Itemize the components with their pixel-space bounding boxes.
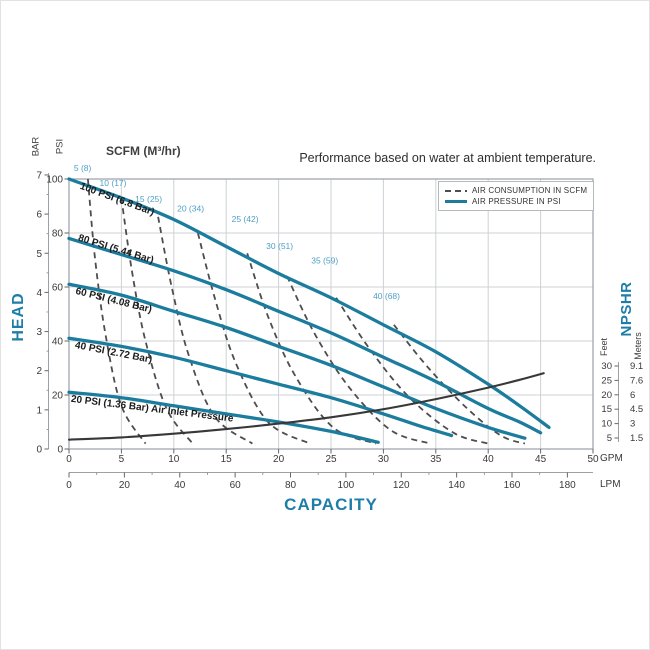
gpm-tick-label: 35: [430, 454, 442, 465]
pressure-curve-100: [67, 177, 551, 430]
solid-line-icon: [445, 200, 467, 203]
bar-tick-label: 3: [36, 327, 42, 338]
consumption-curve-label: 20 (34): [177, 203, 204, 213]
consumption-curve-label: 5 (8): [74, 163, 92, 173]
bar-unit-label: BAR: [30, 136, 42, 157]
feet-tick-label: 15: [601, 404, 612, 415]
gpm-tick-label: 40: [483, 454, 495, 465]
meters-tick-label: 4.5: [630, 404, 643, 415]
psi-unit-label: PSI: [54, 138, 66, 155]
consumption-curve-labels: 5 (8) 10 (17) 15 (25) 20 (34) 25 (42) 30 (51)…: [74, 163, 400, 301]
consumption-curve-label: 10 (17): [100, 178, 127, 188]
consumption-curve-15: [157, 216, 253, 445]
gpm-tick-label: 15: [221, 454, 233, 465]
legend-label-pressure: AIR PRESSURE IN PSI: [472, 197, 561, 206]
psi-tick-label: 40: [52, 337, 64, 348]
npshr-scale: 30 9.1 25 7.6 20 6 15 4.5 10 3 5 1.5: [601, 361, 643, 444]
lpm-unit-label: LPM: [600, 479, 621, 490]
pressure-curve-40: [67, 336, 454, 438]
feet-tick-label: 20: [601, 390, 612, 401]
psi-tick-label: 20: [52, 391, 64, 402]
bar-tick-label: 0: [36, 445, 42, 456]
psi-tick-label: 80: [52, 229, 64, 240]
consumption-curve-label: 15 (25): [135, 194, 162, 204]
consumption-curve-25: [246, 253, 377, 445]
lpm-tick-label: 140: [448, 480, 465, 491]
consumption-curve-label: 35 (59): [311, 256, 338, 266]
lpm-tick-label: 180: [559, 480, 576, 491]
meters-tick-label: 3: [630, 419, 635, 430]
feet-tick-label: 10: [601, 419, 612, 430]
consumption-curve-40: [393, 324, 526, 445]
feet-tick-label: 30: [601, 361, 612, 372]
air-pressure-curves: [67, 177, 551, 444]
gpm-tick-label: 30: [378, 454, 390, 465]
gpm-tick-label: 50: [587, 454, 599, 465]
x-axis-title: CAPACITY: [284, 495, 378, 514]
meters-tick-label: 9.1: [630, 361, 643, 372]
pressure-curve-20: [67, 390, 380, 444]
bar-tick-label: 1: [36, 405, 42, 416]
lpm-tick-label: 100: [338, 480, 355, 491]
legend-row-consumption: AIR CONSUMPTION IN SCFM: [445, 185, 593, 196]
meters-tick-label: 7.6: [630, 375, 643, 386]
gpm-tick-label: 25: [325, 454, 337, 465]
bar-tick-label: 2: [36, 366, 42, 377]
legend: AIR CONSUMPTION IN SCFM AIR PRESSURE IN …: [438, 181, 594, 211]
feet-tick-label: 25: [601, 375, 612, 386]
left-axis: 0 1 2 3 4 5 6 7 0 20 40 60 80 100: [36, 170, 69, 456]
lpm-tick-label: 40: [174, 480, 186, 491]
gpm-unit-label: GPM: [600, 453, 623, 464]
bar-tick-label: 5: [36, 249, 42, 260]
lpm-tick-label: 160: [504, 480, 521, 491]
meters-tick-label: 6: [630, 390, 635, 401]
legend-row-pressure: AIR PRESSURE IN PSI: [445, 196, 593, 207]
consumption-curve-label: 25 (42): [232, 214, 259, 224]
gpm-tick-label: 20: [273, 454, 285, 465]
meters-tick-label: 1.5: [630, 433, 643, 444]
pressure-curve-80: [67, 236, 543, 435]
npshr-curve: [67, 372, 545, 441]
bar-tick-label: 4: [36, 288, 42, 299]
chart-title: Performance based on water at ambient te…: [299, 151, 596, 165]
bar-tick-label: 7: [36, 170, 42, 181]
feet-unit-label: Feet: [599, 338, 609, 357]
bottom-axis: 0 5 10 15 20 25 30 35 40 45 50 0 20 40 60 80 100 120 140 16…: [66, 449, 599, 491]
consumption-curve-label: 30 (51): [266, 241, 293, 251]
consumption-curve-30: [286, 275, 431, 445]
lpm-tick-label: 80: [285, 480, 297, 491]
lpm-tick-label: 60: [230, 480, 242, 491]
psi-tick-label: 100: [46, 175, 63, 186]
consumption-curve-5: [87, 178, 147, 445]
lpm-tick-label: 20: [119, 480, 131, 491]
air-consumption-curves: [87, 178, 526, 445]
consumption-curve-35: [335, 297, 489, 445]
bar-tick-label: 6: [36, 210, 42, 221]
psi-tick-label: 60: [52, 283, 64, 294]
pressure-curve-label: 80 PSI (5.44 Bar): [77, 233, 155, 266]
consumption-curve-label: 40 (68): [373, 291, 400, 301]
gpm-tick-label: 0: [66, 454, 72, 465]
scfm-axis-header: SCFM (M³/hr): [106, 144, 181, 158]
feet-tick-label: 5: [607, 433, 612, 444]
psi-tick-label: 0: [57, 445, 63, 456]
gpm-tick-label: 10: [168, 454, 180, 465]
legend-label-consumption: AIR CONSUMPTION IN SCFM: [472, 186, 588, 195]
lpm-tick-label: 0: [66, 480, 72, 491]
gpm-tick-label: 5: [119, 454, 125, 465]
y-axis-title: HEAD: [10, 292, 27, 342]
consumption-curve-20: [197, 232, 311, 445]
meters-unit-label: Meters: [633, 332, 643, 360]
lpm-tick-label: 120: [393, 480, 410, 491]
dashed-line-icon: [445, 189, 467, 192]
gpm-tick-label: 45: [535, 454, 547, 465]
pressure-curve-60: [67, 282, 527, 440]
